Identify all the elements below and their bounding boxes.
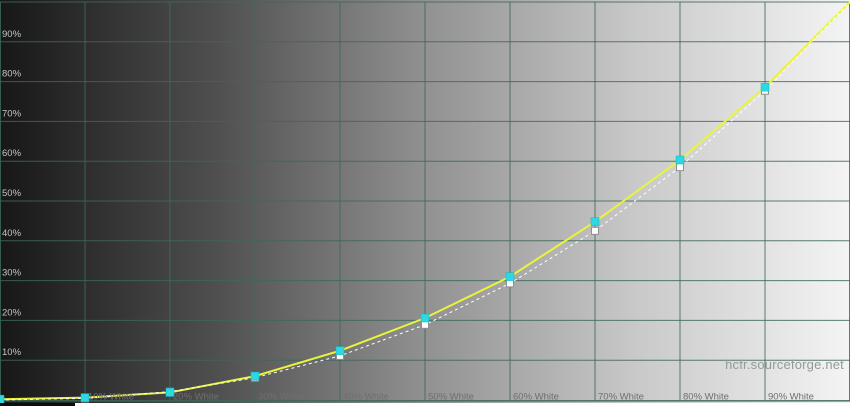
measured-point-30	[250, 371, 260, 381]
y-tick-label-40: 40%	[2, 228, 22, 239]
x-tick-label-50: 50% White	[428, 392, 474, 403]
measured-point-50	[420, 313, 430, 323]
x-tick-label-40: 40% White	[343, 392, 389, 403]
y-tick-label-90: 90%	[2, 29, 22, 40]
y-tick-label-30: 30%	[2, 268, 22, 279]
measured-point-60	[505, 272, 515, 281]
reference-point-80	[676, 163, 684, 172]
y-tick-label-80: 80%	[2, 69, 22, 80]
measured-point-80	[675, 155, 685, 165]
y-tick-label-50: 50%	[2, 188, 22, 199]
x-tick-label-90: 90% White	[768, 392, 814, 403]
y-tick-label-70: 70%	[2, 108, 22, 119]
bottom-edge-dark-segment	[0, 403, 75, 406]
bottom-edge-light-segment	[75, 403, 850, 406]
measured-point-70	[590, 217, 600, 226]
x-tick-label-10: 10% White	[88, 392, 134, 403]
y-tick-label-60: 60%	[2, 148, 22, 159]
reference-point-60	[506, 279, 514, 288]
reference-point-50	[421, 320, 429, 329]
x-tick-label-30: 30% White	[258, 392, 304, 403]
measured-point-10	[80, 393, 90, 402]
y-tick-label-20: 20%	[2, 307, 22, 318]
x-tick-label-70: 70% White	[598, 392, 644, 403]
x-tick-label-60: 60% White	[513, 392, 559, 403]
x-tick-label-20: 20% White	[173, 392, 219, 403]
measured-point-40	[335, 346, 345, 355]
window-bottom-edge	[0, 403, 850, 406]
reference-point-70	[591, 226, 599, 235]
measured-point-0	[0, 394, 5, 403]
y-tick-label-10: 10%	[2, 347, 22, 358]
measured-point-20	[165, 388, 175, 397]
watermark-text: hcfr.sourceforge.net	[725, 357, 844, 372]
measured-point-90	[760, 82, 770, 92]
x-tick-label-80: 80% White	[683, 392, 729, 403]
